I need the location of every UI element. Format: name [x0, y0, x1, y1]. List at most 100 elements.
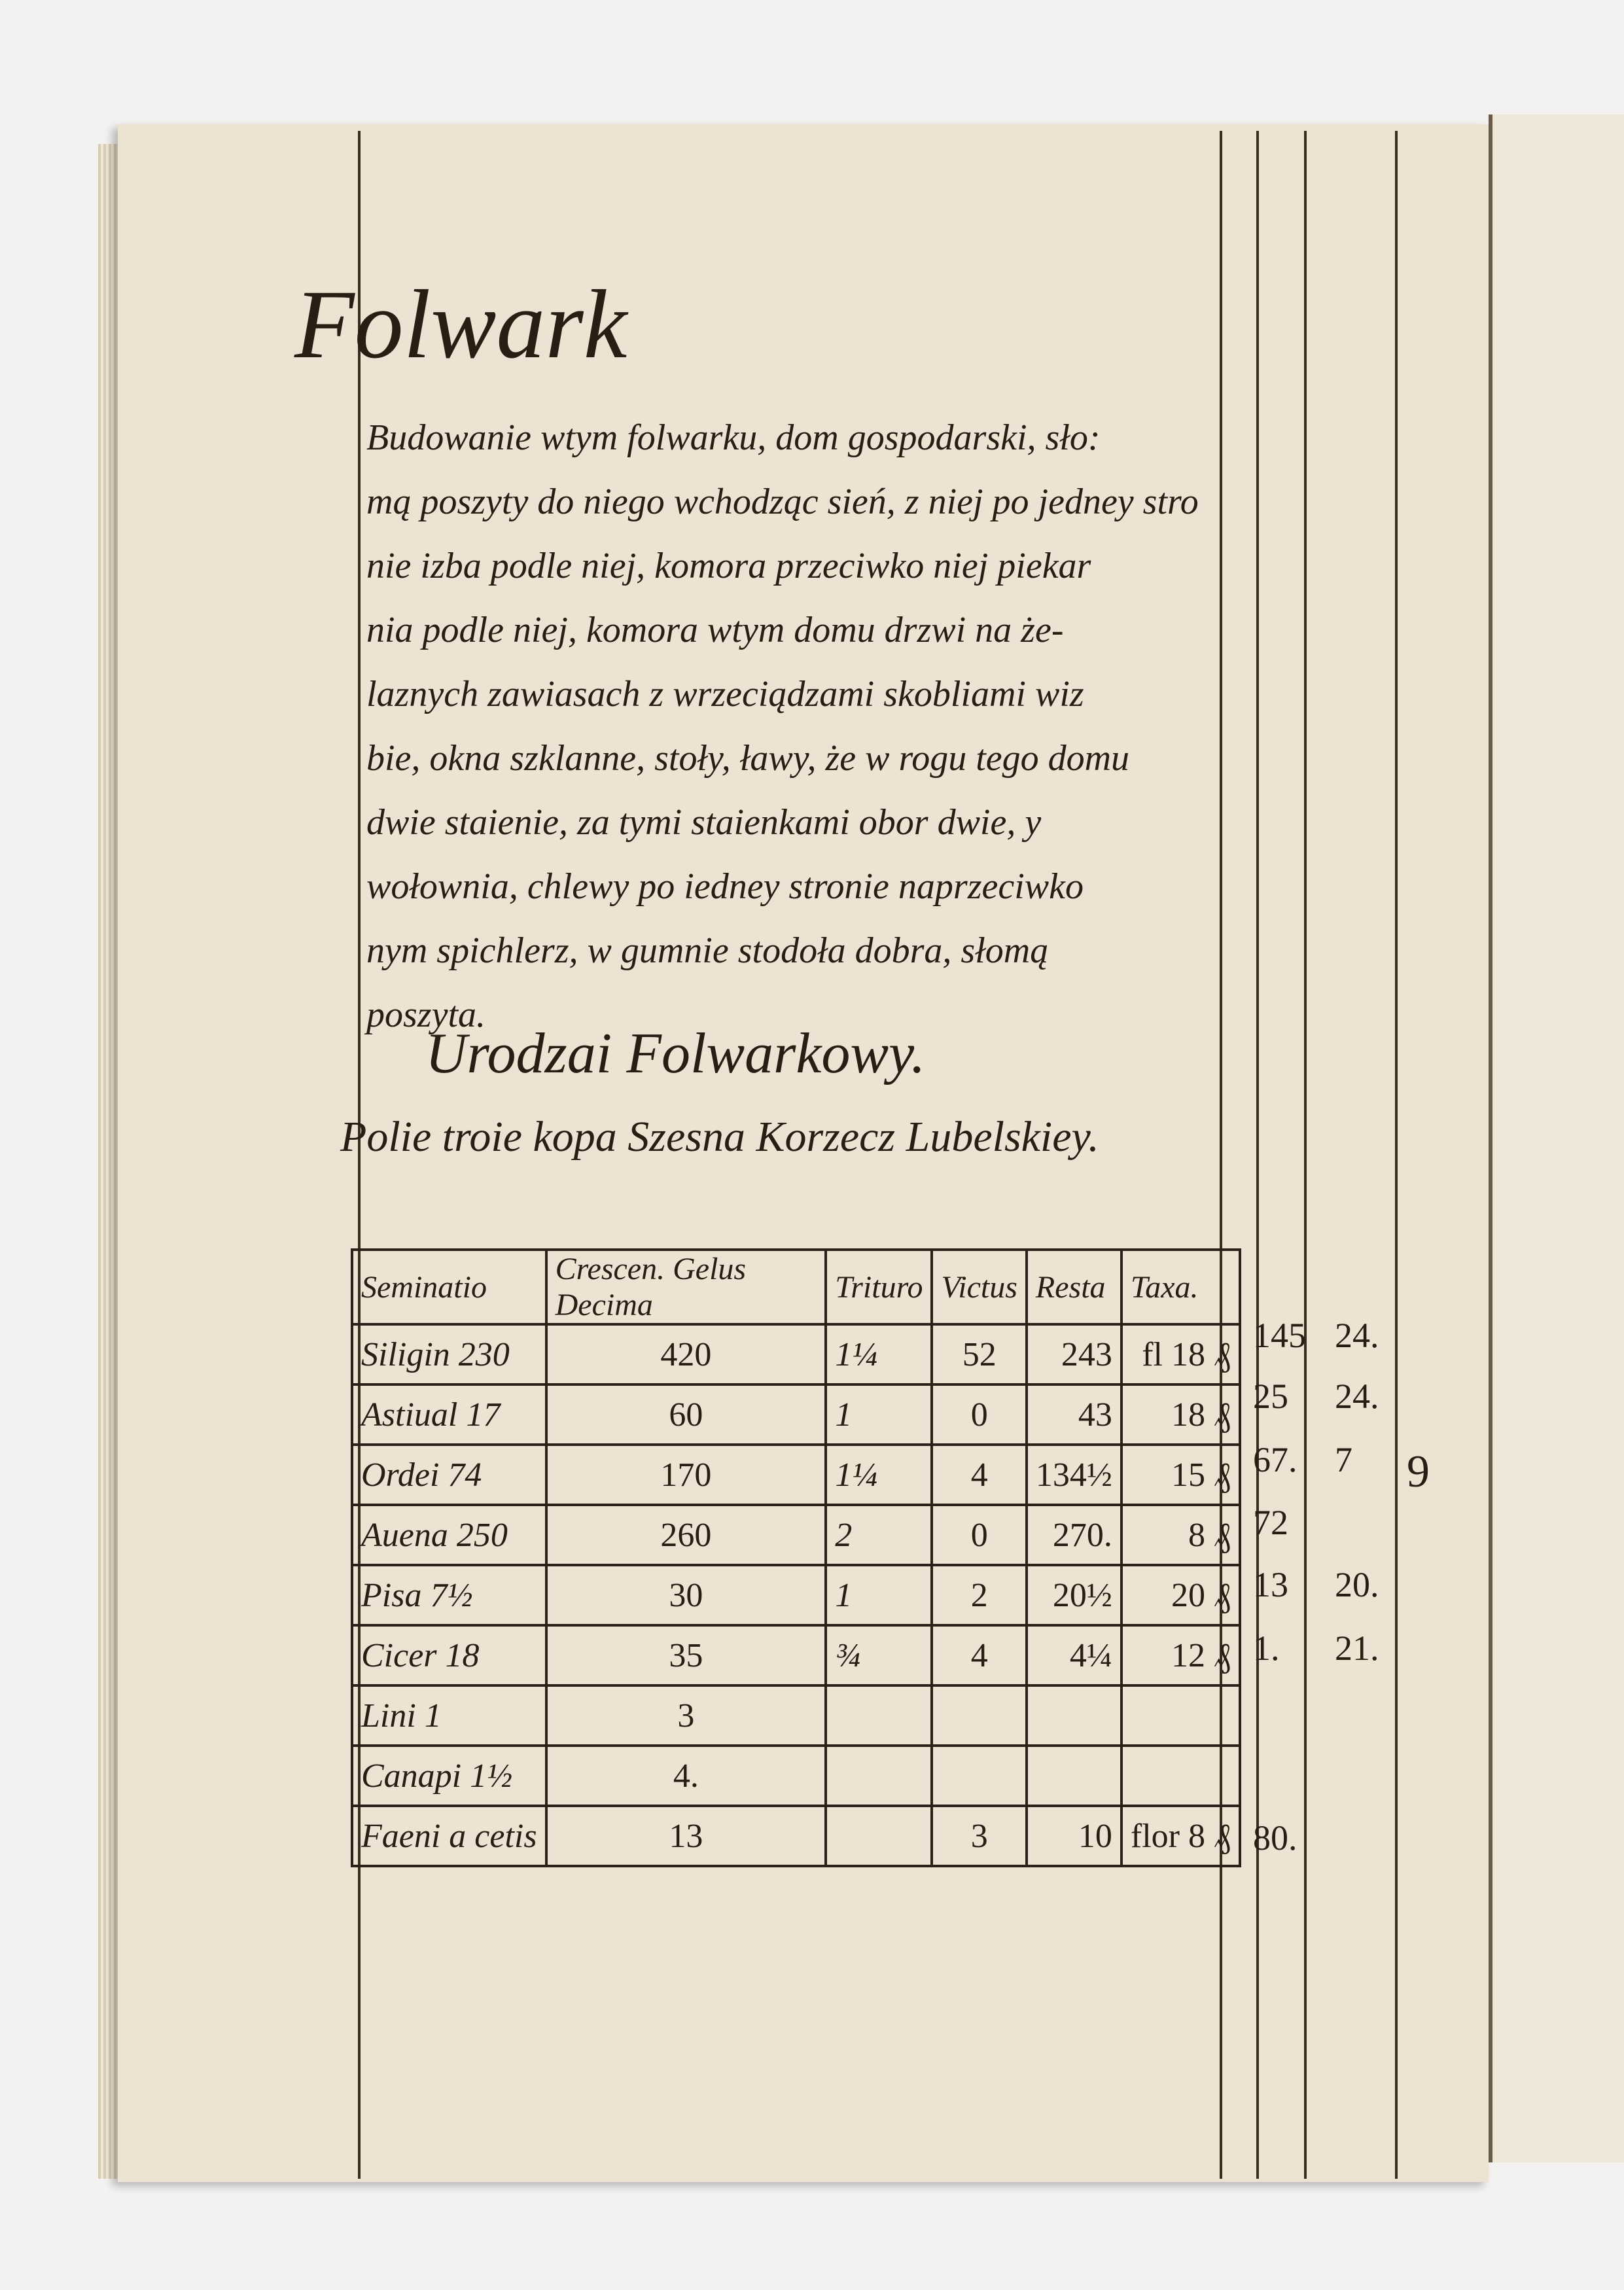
table-cell: 52: [930, 1323, 1028, 1386]
table-cell: 420: [544, 1323, 828, 1386]
text-line: bie, okna szklanne, stoły, ławy, że w ro…: [366, 738, 1130, 779]
ruled-line: [1220, 131, 1222, 2179]
margin-total: 80.: [1253, 1818, 1297, 1858]
table-cell: Faeni a cetis: [351, 1805, 548, 1867]
table-row: Pisa 7½ 30 1 2 20½ 20 ₰: [351, 1564, 1242, 1627]
table-cell: 1: [824, 1564, 934, 1627]
table-cell: 2: [824, 1504, 934, 1566]
margin-total: 145: [1253, 1316, 1306, 1355]
table-cell: [930, 1744, 1028, 1807]
margin-total: 67.: [1253, 1440, 1297, 1479]
table-cell: 13: [544, 1805, 828, 1867]
table-cell: 170: [544, 1443, 828, 1506]
table-cell: [1120, 1744, 1242, 1807]
column-header: Trituro: [824, 1248, 934, 1326]
text-line: mą poszyty do niego wchodząc sień, z nie…: [366, 482, 1199, 522]
table-cell: 0: [930, 1383, 1028, 1446]
ruled-line: [1304, 131, 1307, 2179]
table-cell: 60: [544, 1383, 828, 1446]
description-paragraph: Budowanie wtym folwarku, dom gospodarski…: [366, 406, 1217, 1047]
fields-line: Polie troie kopa Szesna Korzecz Lubelski…: [340, 1113, 1099, 1161]
section-heading: Urodzai Folwarkowy.: [425, 1022, 926, 1085]
table-cell: [1025, 1744, 1123, 1807]
table-row: Ordei 74 170 1¼ 4 134½ 15 ₰: [351, 1443, 1242, 1506]
margin-total: 21.: [1335, 1629, 1379, 1668]
table-cell: Pisa 7½: [351, 1564, 548, 1627]
margin-total: 25: [1253, 1377, 1288, 1416]
text-line: laznych zawiasach z wrzeciądzami skoblia…: [366, 674, 1084, 714]
table-cell: [1025, 1684, 1123, 1747]
table-cell: Astiual 17: [351, 1383, 548, 1446]
table-row: Siligin 230 420 1¼ 52 243 fl 18 ₰: [351, 1323, 1242, 1386]
table-cell: [824, 1684, 934, 1747]
table-cell: 243: [1025, 1323, 1123, 1386]
margin-total: 20.: [1335, 1565, 1379, 1604]
table-cell: flor 8 ₰: [1120, 1805, 1242, 1867]
column-header: Resta: [1025, 1248, 1123, 1326]
table-row: Cicer 18 35 ¾ 4 4¼ 12 ₰: [351, 1624, 1242, 1687]
table-cell: 8 ₰: [1120, 1504, 1242, 1566]
text-line: nie izba podle niej, komora przeciwko ni…: [366, 546, 1091, 586]
table-cell: 1: [824, 1383, 934, 1446]
table-cell: Cicer 18: [351, 1624, 548, 1687]
text-line: nym spichlerz, w gumnie stodoła dobra, s…: [366, 930, 1049, 971]
harvest-table: Seminatio Crescen. Gelus Decima Trituro Vic…: [351, 1248, 1242, 1867]
table-cell: 30: [544, 1564, 828, 1627]
table-cell: 2: [930, 1564, 1028, 1627]
margin-note: 9: [1407, 1447, 1430, 1497]
table-cell: 4¼: [1025, 1624, 1123, 1687]
table-cell: 1¼: [824, 1323, 934, 1386]
facing-page: [1489, 114, 1624, 2162]
table-cell: 1¼: [824, 1443, 934, 1506]
table-cell: Canapi 1½: [351, 1744, 548, 1807]
text-line: Budowanie wtym folwarku, dom gospodarski…: [366, 417, 1101, 458]
margin-total: 7: [1335, 1440, 1352, 1479]
table-cell: 35: [544, 1624, 828, 1687]
page-title: Folwark: [294, 270, 627, 379]
table-cell: 3: [544, 1684, 828, 1747]
table-cell: 3: [930, 1805, 1028, 1867]
ruled-line: [358, 131, 361, 2179]
table-cell: 134½: [1025, 1443, 1123, 1506]
table-cell: 4: [930, 1443, 1028, 1506]
ruled-line: [1395, 131, 1398, 2179]
table-cell: fl 18 ₰: [1120, 1323, 1242, 1386]
table-cell: 12 ₰: [1120, 1624, 1242, 1687]
table-cell: 4.: [544, 1744, 828, 1807]
table-cell: 15 ₰: [1120, 1443, 1242, 1506]
table-cell: 4: [930, 1624, 1028, 1687]
margin-total: 1.: [1253, 1629, 1280, 1668]
table-row: Canapi 1½ 4.: [351, 1744, 1242, 1807]
table-cell: [1120, 1684, 1242, 1747]
table-cell: 18 ₰: [1120, 1383, 1242, 1446]
table-cell: Siligin 230: [351, 1323, 548, 1386]
margin-total: 24.: [1335, 1316, 1379, 1355]
table-cell: [824, 1805, 934, 1867]
margin-total: 24.: [1335, 1377, 1379, 1416]
text-line: nia podle niej, komora wtym domu drzwi n…: [366, 610, 1064, 650]
table-cell: Ordei 74: [351, 1443, 548, 1506]
column-header: Seminatio: [351, 1248, 548, 1326]
table-row: Auena 250 260 2 0 270. 8 ₰: [351, 1504, 1242, 1566]
ruled-line: [1256, 131, 1259, 2179]
column-header: Victus: [930, 1248, 1028, 1326]
table-cell: 10: [1025, 1805, 1123, 1867]
table-cell: 43: [1025, 1383, 1123, 1446]
table-cell: 20 ₰: [1120, 1564, 1242, 1627]
text-line: dwie staienie, za tymi staienkami obor d…: [366, 802, 1042, 843]
table-cell: [930, 1684, 1028, 1747]
table-cell: Auena 250: [351, 1504, 548, 1566]
table-cell: [824, 1744, 934, 1807]
table-row: Astiual 17 60 1 0 43 18 ₰: [351, 1383, 1242, 1446]
table-cell: Lini 1: [351, 1684, 548, 1747]
table-cell: 270.: [1025, 1504, 1123, 1566]
table-cell: ¾: [824, 1624, 934, 1687]
column-header: Taxa.: [1120, 1248, 1242, 1326]
text-line: poszyta.: [366, 995, 485, 1035]
table-row: Faeni a cetis 13 3 10 flor 8 ₰: [351, 1805, 1242, 1867]
table-cell: 260: [544, 1504, 828, 1566]
table-cell: 0: [930, 1504, 1028, 1566]
margin-total: 72: [1253, 1503, 1288, 1542]
text-line: wołownia, chlewy po iedney stronie naprz…: [366, 866, 1084, 907]
